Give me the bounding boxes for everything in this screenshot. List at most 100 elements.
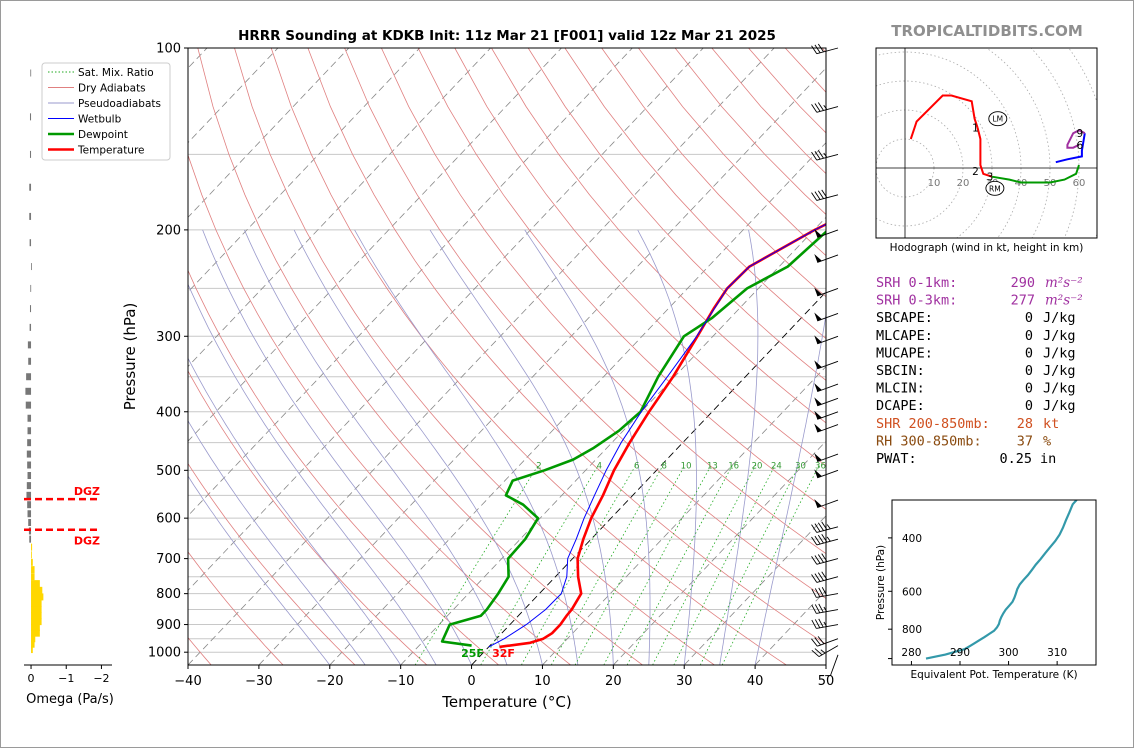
- omega-bar: [26, 450, 32, 458]
- omega-bar: [27, 439, 32, 447]
- barb-staff: [817, 499, 839, 509]
- barb-staff: [817, 335, 839, 345]
- barb-staff: [818, 645, 839, 657]
- wind-barb: [811, 645, 839, 657]
- omega-bar: [29, 239, 32, 247]
- legend: Sat. Mix. Ratio Dry Adiabats Pseudoadiabat…: [41, 62, 171, 161]
- stat-value: 37: [1017, 433, 1033, 449]
- omega-bar: [31, 586, 43, 594]
- mixing-ratio-label: 8: [662, 461, 667, 471]
- y-tick-label: 400: [156, 405, 181, 420]
- theta-e-ylabel: Pressure (hPa): [875, 545, 887, 620]
- mixing-ratio-line: [574, 464, 686, 665]
- y-tick-label: 100: [156, 42, 181, 57]
- omega-bar: [31, 566, 35, 574]
- x-tick-label: −40: [174, 674, 201, 689]
- mixing-ratio-label: 30: [795, 461, 806, 471]
- barb-flag: [814, 383, 822, 392]
- barb-flag: [814, 469, 822, 478]
- barb-staff: [816, 558, 839, 565]
- barb-full: [817, 150, 824, 159]
- hodo-ring-label: 20: [957, 178, 970, 189]
- barb-staff: [817, 424, 839, 433]
- stat-value: 290: [1011, 275, 1035, 291]
- stat-value: 0: [1025, 363, 1033, 379]
- stat-row: SHR 200-850mb: 28 kt: [876, 416, 1059, 432]
- x-tick-label: −20: [316, 674, 343, 689]
- barb-staff: [817, 229, 839, 238]
- barb-full: [817, 636, 825, 645]
- omega-bar: [29, 150, 32, 158]
- omega-bar: [28, 518, 32, 526]
- mixing-ratio-line: [673, 464, 776, 665]
- stat-row: SBCIN: 0 J/kg: [876, 363, 1076, 379]
- omega-bar: [31, 558, 33, 566]
- wind-barb: [825, 654, 839, 677]
- dry-adiabat: [188, 462, 356, 665]
- hodo-height-label: 6: [1077, 140, 1084, 152]
- stat-row: MLCIN: 0 J/kg: [876, 381, 1076, 397]
- barb-full: [814, 151, 821, 160]
- stat-row: RH 300-850mb: 37%: [876, 433, 1051, 449]
- barb-half: [823, 152, 828, 158]
- mixing-ratio-line: [603, 464, 712, 665]
- barb-flag: [814, 253, 822, 263]
- barb-full: [817, 522, 824, 531]
- wind-barb: [814, 312, 839, 322]
- barb-staff: [817, 383, 839, 393]
- x-axis-label: Temperature (°C): [441, 693, 571, 711]
- omega-bar: [31, 599, 42, 607]
- stat-unit: J/kg: [1043, 310, 1076, 326]
- barb-full: [817, 534, 824, 544]
- watermark: TROPICALTIDBITS.COM: [891, 22, 1083, 40]
- barb-flag: [814, 335, 822, 344]
- x-tick-label: 10: [534, 674, 551, 689]
- mixing-ratio-line: [480, 464, 599, 665]
- barb-full: [811, 556, 818, 565]
- omega-bar: [27, 501, 32, 509]
- barb-flag: [814, 397, 822, 406]
- dry-adiabat: [188, 153, 571, 665]
- dgz-label: DGZ: [74, 535, 100, 548]
- theta-e-ytick-label: 600: [902, 586, 922, 598]
- omega-bar: [29, 212, 32, 220]
- mixing-ratio-label: 10: [681, 461, 692, 471]
- barb-flag: [814, 453, 822, 462]
- wind-barb: [814, 253, 839, 263]
- dry-adiabat: [564, 48, 826, 340]
- omega-bar: [31, 543, 33, 551]
- barb-full: [811, 574, 818, 583]
- stat-value: 0: [1025, 310, 1033, 326]
- theta-e-frame: [891, 499, 1097, 666]
- omega-bar: [29, 323, 32, 331]
- hodo-ring-label: 10: [928, 178, 941, 189]
- x-tick-label: −30: [245, 674, 272, 689]
- omega-bar: [31, 593, 44, 601]
- barb-staff: [817, 453, 839, 463]
- omega-bar: [29, 113, 32, 121]
- stat-row: SRH 0-3km: 277 m²s⁻²: [876, 293, 1083, 309]
- barb-full: [814, 535, 821, 545]
- barb-half: [823, 606, 828, 612]
- omega-bar: [27, 472, 32, 480]
- dry-adiabat: [197, 48, 643, 665]
- hodograph-panel: 10203040506012369LMRMHodograph (wind in …: [875, 47, 1098, 254]
- wind-barb: [814, 499, 839, 509]
- wind-barb: [814, 469, 839, 479]
- stat-row: DCAPE: 0 J/kg: [876, 398, 1076, 414]
- barb-full: [821, 571, 828, 580]
- moist-adiabat: [202, 229, 472, 665]
- hodo-trace: [909, 94, 979, 140]
- theta-e-xlabel: Equivalent Pot. Temperature (K): [910, 669, 1077, 681]
- moist-adiabat: [429, 229, 614, 665]
- barb-full: [811, 619, 817, 629]
- barb-full: [818, 618, 824, 628]
- barb-full: [814, 619, 821, 629]
- stat-value: 0: [1025, 381, 1033, 397]
- wind-barb: [811, 571, 839, 583]
- barb-staff: [830, 654, 839, 676]
- omega-bar: [27, 461, 32, 469]
- moist-adiabat: [637, 229, 697, 665]
- stat-row: MUCAPE: 0 J/kg: [876, 345, 1076, 361]
- stat-label: SBCAPE:: [876, 310, 933, 326]
